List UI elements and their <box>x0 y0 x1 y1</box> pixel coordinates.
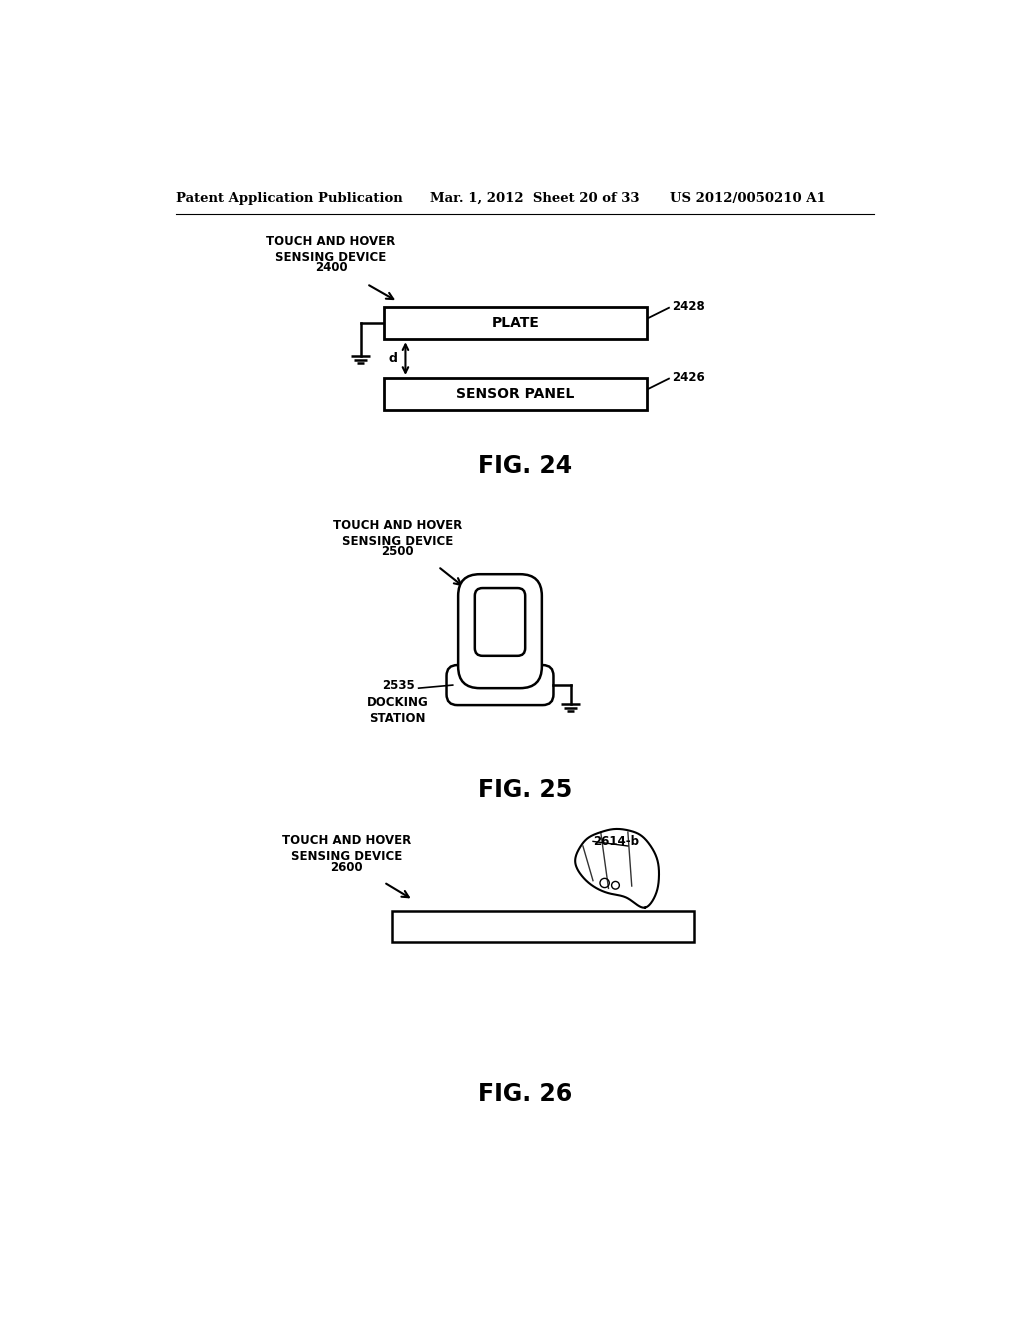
Text: TOUCH AND HOVER
SENSING DEVICE: TOUCH AND HOVER SENSING DEVICE <box>333 519 462 548</box>
Text: FIG. 24: FIG. 24 <box>478 454 571 478</box>
Text: TOUCH AND HOVER
SENSING DEVICE: TOUCH AND HOVER SENSING DEVICE <box>266 235 395 264</box>
Text: 2600: 2600 <box>330 861 362 874</box>
Text: SENSOR PANEL: SENSOR PANEL <box>457 387 574 401</box>
Text: 2500: 2500 <box>381 545 414 558</box>
Text: 2400: 2400 <box>314 261 347 273</box>
FancyBboxPatch shape <box>458 574 542 688</box>
Text: US 2012/0050210 A1: US 2012/0050210 A1 <box>671 191 826 205</box>
FancyBboxPatch shape <box>446 665 554 705</box>
Text: 2426: 2426 <box>672 371 705 384</box>
Text: DOCKING
STATION: DOCKING STATION <box>367 696 429 725</box>
Text: TOUCH AND HOVER
SENSING DEVICE: TOUCH AND HOVER SENSING DEVICE <box>282 834 412 863</box>
Text: 2535: 2535 <box>382 680 415 693</box>
Text: d: d <box>389 352 397 366</box>
Bar <box>391 911 693 942</box>
Bar <box>384 308 647 339</box>
Text: 2428: 2428 <box>672 300 705 313</box>
Text: FIG. 26: FIG. 26 <box>477 1082 572 1106</box>
FancyBboxPatch shape <box>475 589 525 656</box>
Text: Mar. 1, 2012  Sheet 20 of 33: Mar. 1, 2012 Sheet 20 of 33 <box>430 191 640 205</box>
Text: Patent Application Publication: Patent Application Publication <box>176 191 402 205</box>
Bar <box>384 378 647 411</box>
Text: FIG. 25: FIG. 25 <box>477 777 572 801</box>
Text: 2614-b: 2614-b <box>593 834 639 847</box>
Text: PLATE: PLATE <box>492 317 540 330</box>
